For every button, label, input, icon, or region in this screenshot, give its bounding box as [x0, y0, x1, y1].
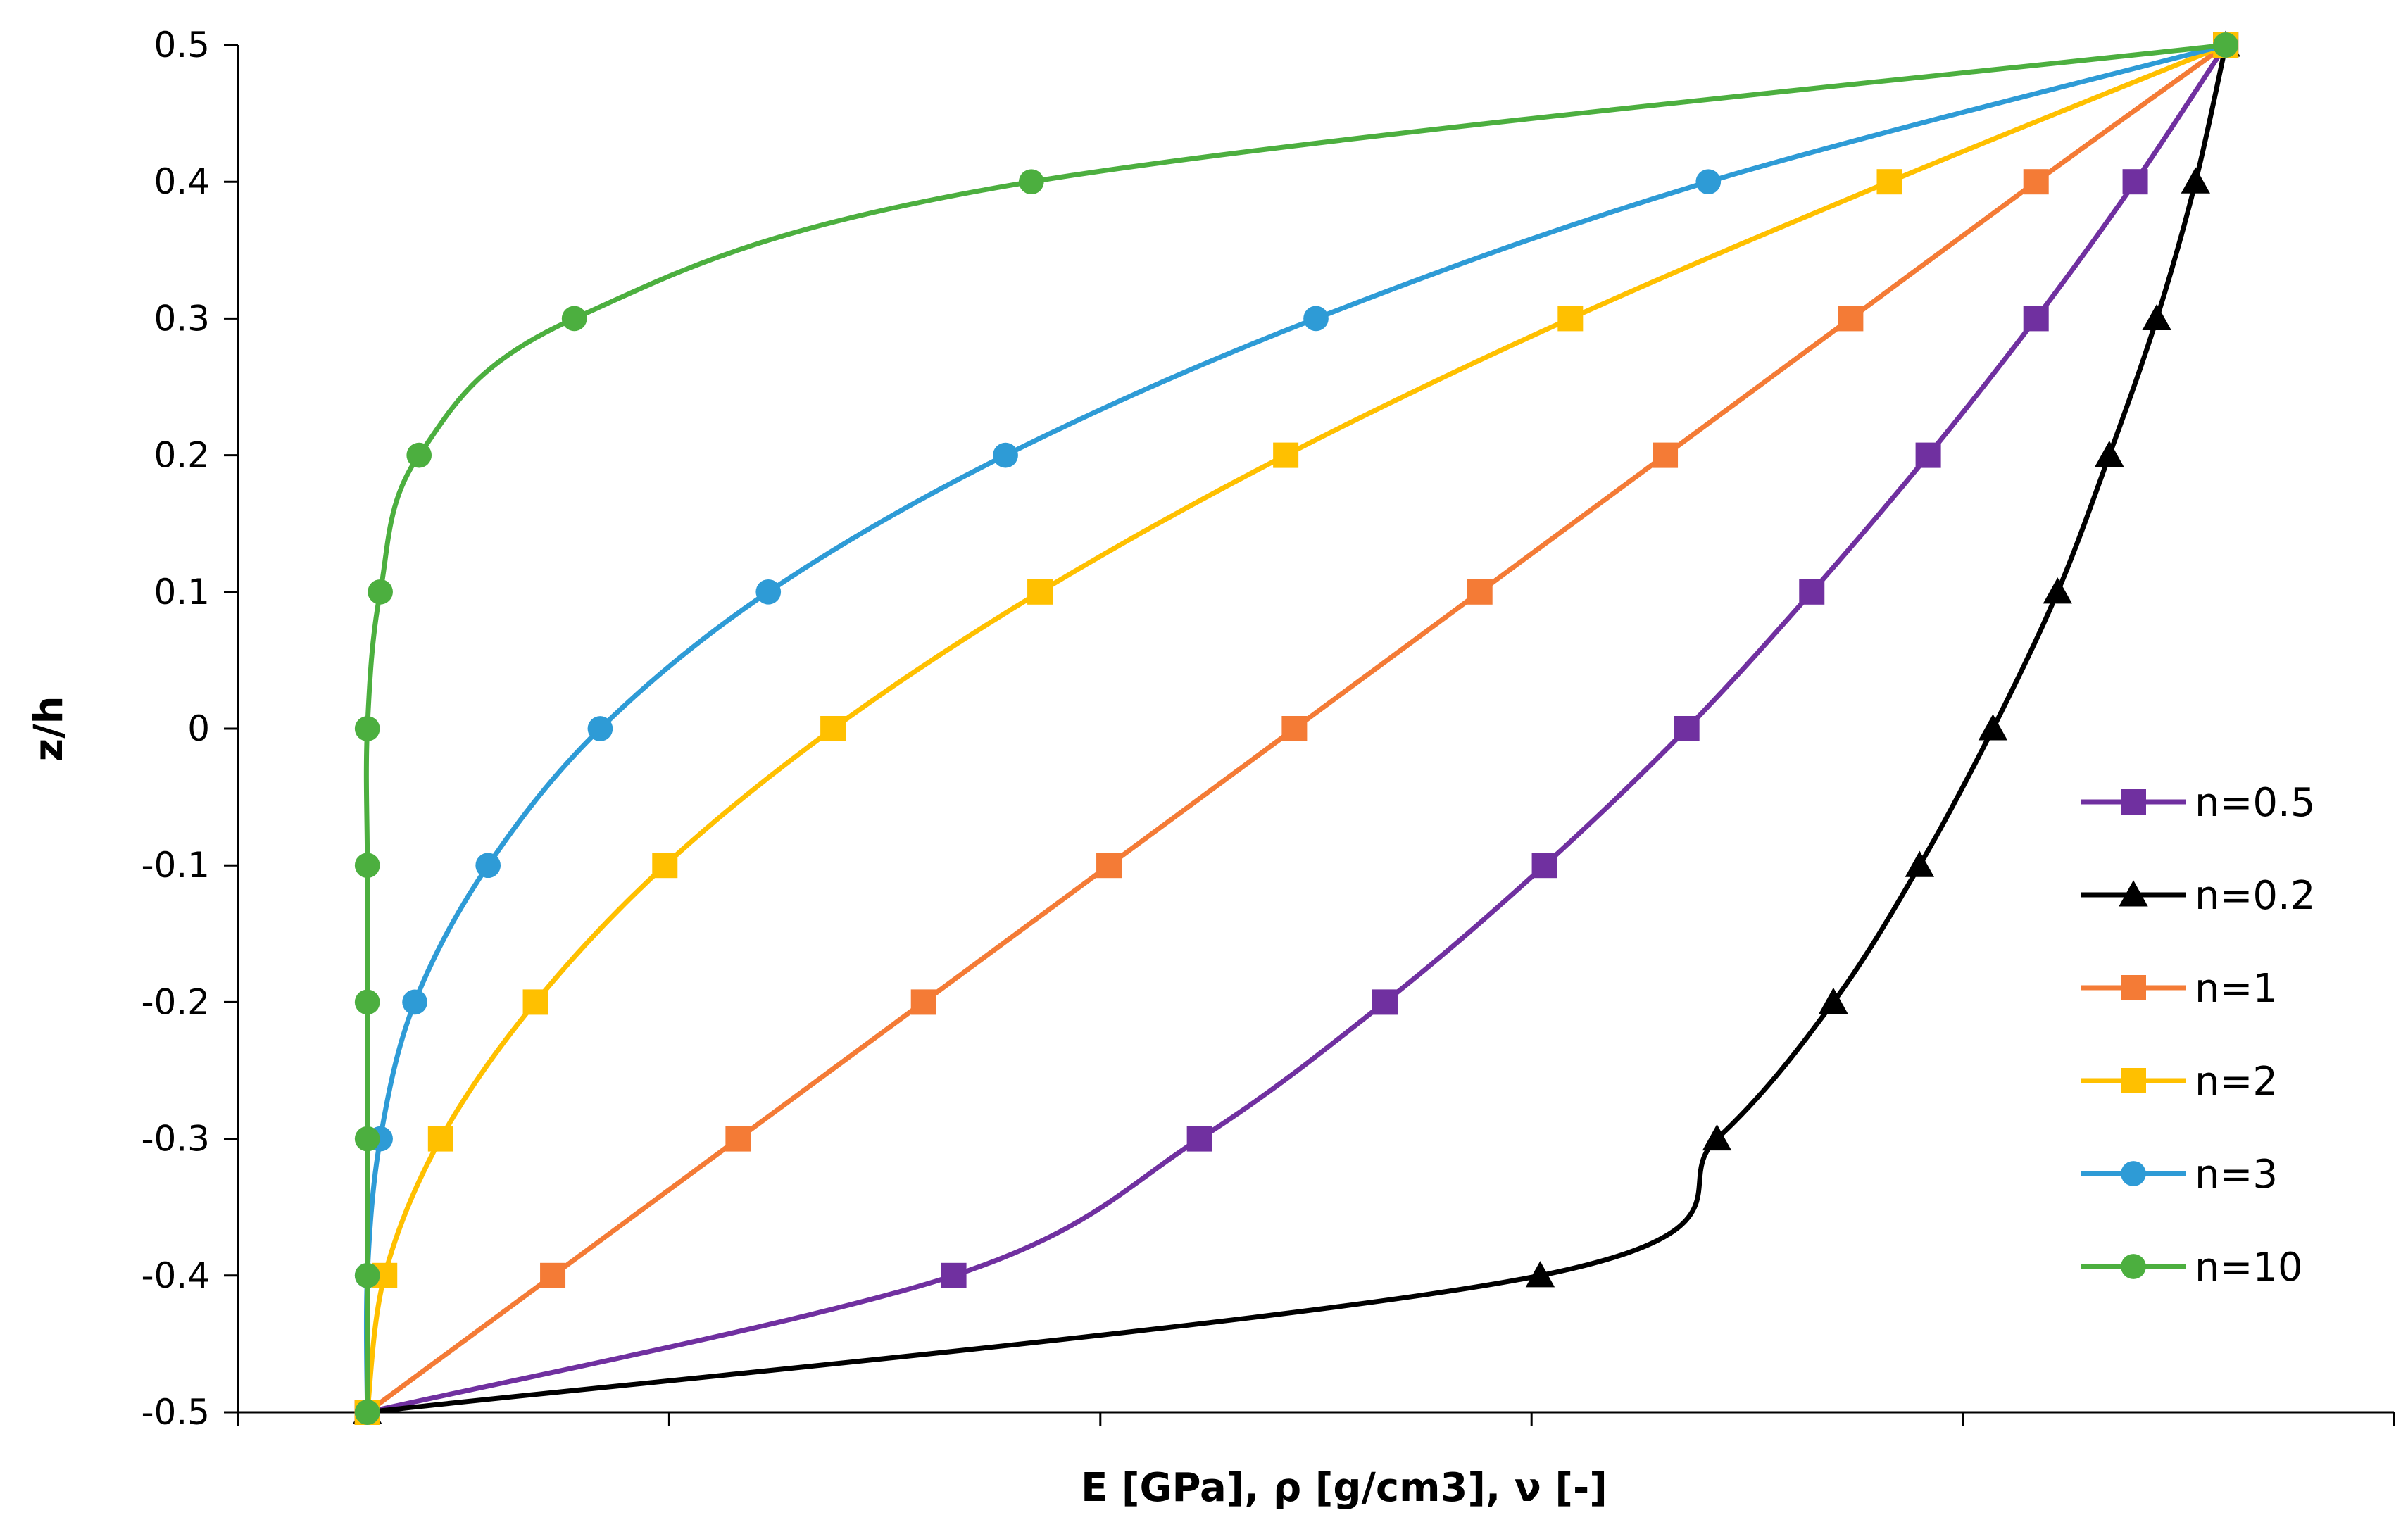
data-point-n-3: [475, 853, 501, 879]
y-tick-label: -0.2: [141, 981, 210, 1022]
legend-item-n-0-2: n=0.2: [2081, 873, 2315, 919]
data-point-n-0-2: [1905, 850, 1935, 877]
series-line-n-10: [363, 42, 2228, 1415]
data-point-n-10: [2213, 32, 2239, 58]
data-point-n-2: [522, 989, 548, 1015]
legend: n=0.5 n=0.2 n=1 n=2 n=3 n=10: [2081, 780, 2315, 1290]
data-point-n-3: [1695, 169, 1722, 195]
legend-marker: [2121, 1161, 2146, 1186]
legend-label: n=0.5: [2195, 780, 2315, 826]
legend-item-n-1: n=1: [2081, 966, 2278, 1012]
data-point-n-2: [1876, 169, 1902, 195]
legend-label: n=3: [2195, 1152, 2278, 1198]
data-point-n-3: [1303, 306, 1329, 332]
data-point-n-1: [1838, 306, 1864, 332]
legend-label: n=10: [2195, 1245, 2303, 1290]
data-point-n-2: [1557, 306, 1584, 332]
y-tick-label: 0.2: [153, 435, 210, 476]
legend-marker: [2121, 789, 2146, 815]
y-tick-label: -0.3: [141, 1119, 210, 1160]
data-point-n-0-5: [1372, 989, 1398, 1015]
legend-marker: [2121, 1254, 2146, 1279]
x-axis-title: E [GPa], ρ [g/cm3], ν [-]: [1081, 1465, 1607, 1511]
y-tick-label: 0.5: [153, 25, 210, 65]
legend-item-n-3: n=3: [2081, 1152, 2278, 1198]
data-point-n-1: [2023, 169, 2049, 195]
data-point-n-0-2: [2043, 577, 2073, 604]
data-point-n-0-5: [941, 1262, 967, 1288]
data-point-n-10: [1018, 169, 1044, 195]
data-point-n-1: [1467, 579, 1493, 605]
data-point-n-0-5: [1799, 579, 1825, 605]
legend-label: n=1: [2195, 966, 2278, 1012]
data-point-n-3: [587, 716, 613, 741]
y-tick-label: 0.1: [153, 572, 210, 612]
data-point-n-0-2: [1819, 987, 1848, 1014]
data-point-n-10: [354, 716, 380, 741]
data-point-n-0-5: [2023, 306, 2049, 332]
data-point-n-0-5: [1186, 1126, 1212, 1152]
y-tick-label: 0.4: [153, 161, 210, 202]
data-point-n-2: [427, 1126, 453, 1152]
data-point-n-1: [1096, 853, 1122, 879]
legend-item-n-0-5: n=0.5: [2081, 780, 2315, 826]
legend-marker: [2121, 1068, 2146, 1093]
data-point-n-3: [402, 989, 427, 1015]
legend-marker: [2119, 880, 2148, 907]
legend-item-n-2: n=2: [2081, 1059, 2278, 1105]
data-point-n-10: [354, 853, 380, 879]
data-point-n-0-2: [2181, 167, 2210, 194]
data-point-n-0-2: [2142, 303, 2171, 330]
data-point-n-0-2: [1978, 714, 2008, 741]
axes: -0.5 -0.4 -0.3 -0.2 -0.1 0 0.1 0.2 0.3 0.4 0.5: [141, 25, 2395, 1433]
data-point-n-0-2: [2095, 440, 2124, 467]
y-tick-label: -0.4: [141, 1255, 210, 1296]
y-axis-title: z/h: [26, 696, 72, 762]
y-tick-label: -0.1: [141, 845, 210, 886]
data-point-n-10: [561, 306, 587, 332]
data-point-n-1: [1281, 716, 1308, 741]
data-point-n-10: [354, 1400, 380, 1425]
data-point-n-10: [406, 442, 432, 468]
data-point-n-2: [820, 716, 846, 741]
data-point-n-3: [755, 579, 782, 605]
data-point-n-3: [993, 442, 1018, 468]
data-point-n-10: [368, 579, 393, 605]
y-tick-label: -0.5: [141, 1392, 210, 1433]
series-n-10: [354, 32, 2239, 1425]
data-point-n-0-2: [1525, 1261, 1555, 1288]
y-tick-label: 0: [187, 708, 210, 749]
legend-marker: [2121, 975, 2146, 1000]
data-point-n-1: [725, 1126, 751, 1152]
data-point-n-2: [1027, 579, 1053, 605]
data-point-n-1: [910, 989, 936, 1015]
legend-label: n=0.2: [2195, 873, 2315, 919]
data-point-n-1: [1653, 442, 1679, 468]
plot-series: [353, 30, 2240, 1425]
data-point-n-0-5: [1674, 716, 1700, 741]
legend-item-n-10: n=10: [2081, 1245, 2303, 1290]
legend-label: n=2: [2195, 1059, 2278, 1105]
data-point-n-2: [652, 853, 678, 879]
data-point-n-0-2: [1702, 1124, 1732, 1151]
data-point-n-0-5: [2122, 169, 2148, 195]
data-point-n-2: [1273, 442, 1299, 468]
data-point-n-0-5: [1531, 853, 1557, 879]
y-tick-label: 0.3: [153, 298, 210, 339]
data-point-n-10: [354, 1262, 380, 1288]
series-n-1: [354, 32, 2239, 1425]
data-point-n-10: [354, 989, 380, 1015]
data-point-n-0-5: [1915, 442, 1941, 468]
data-point-n-10: [354, 1126, 380, 1152]
data-point-n-1: [540, 1262, 566, 1288]
